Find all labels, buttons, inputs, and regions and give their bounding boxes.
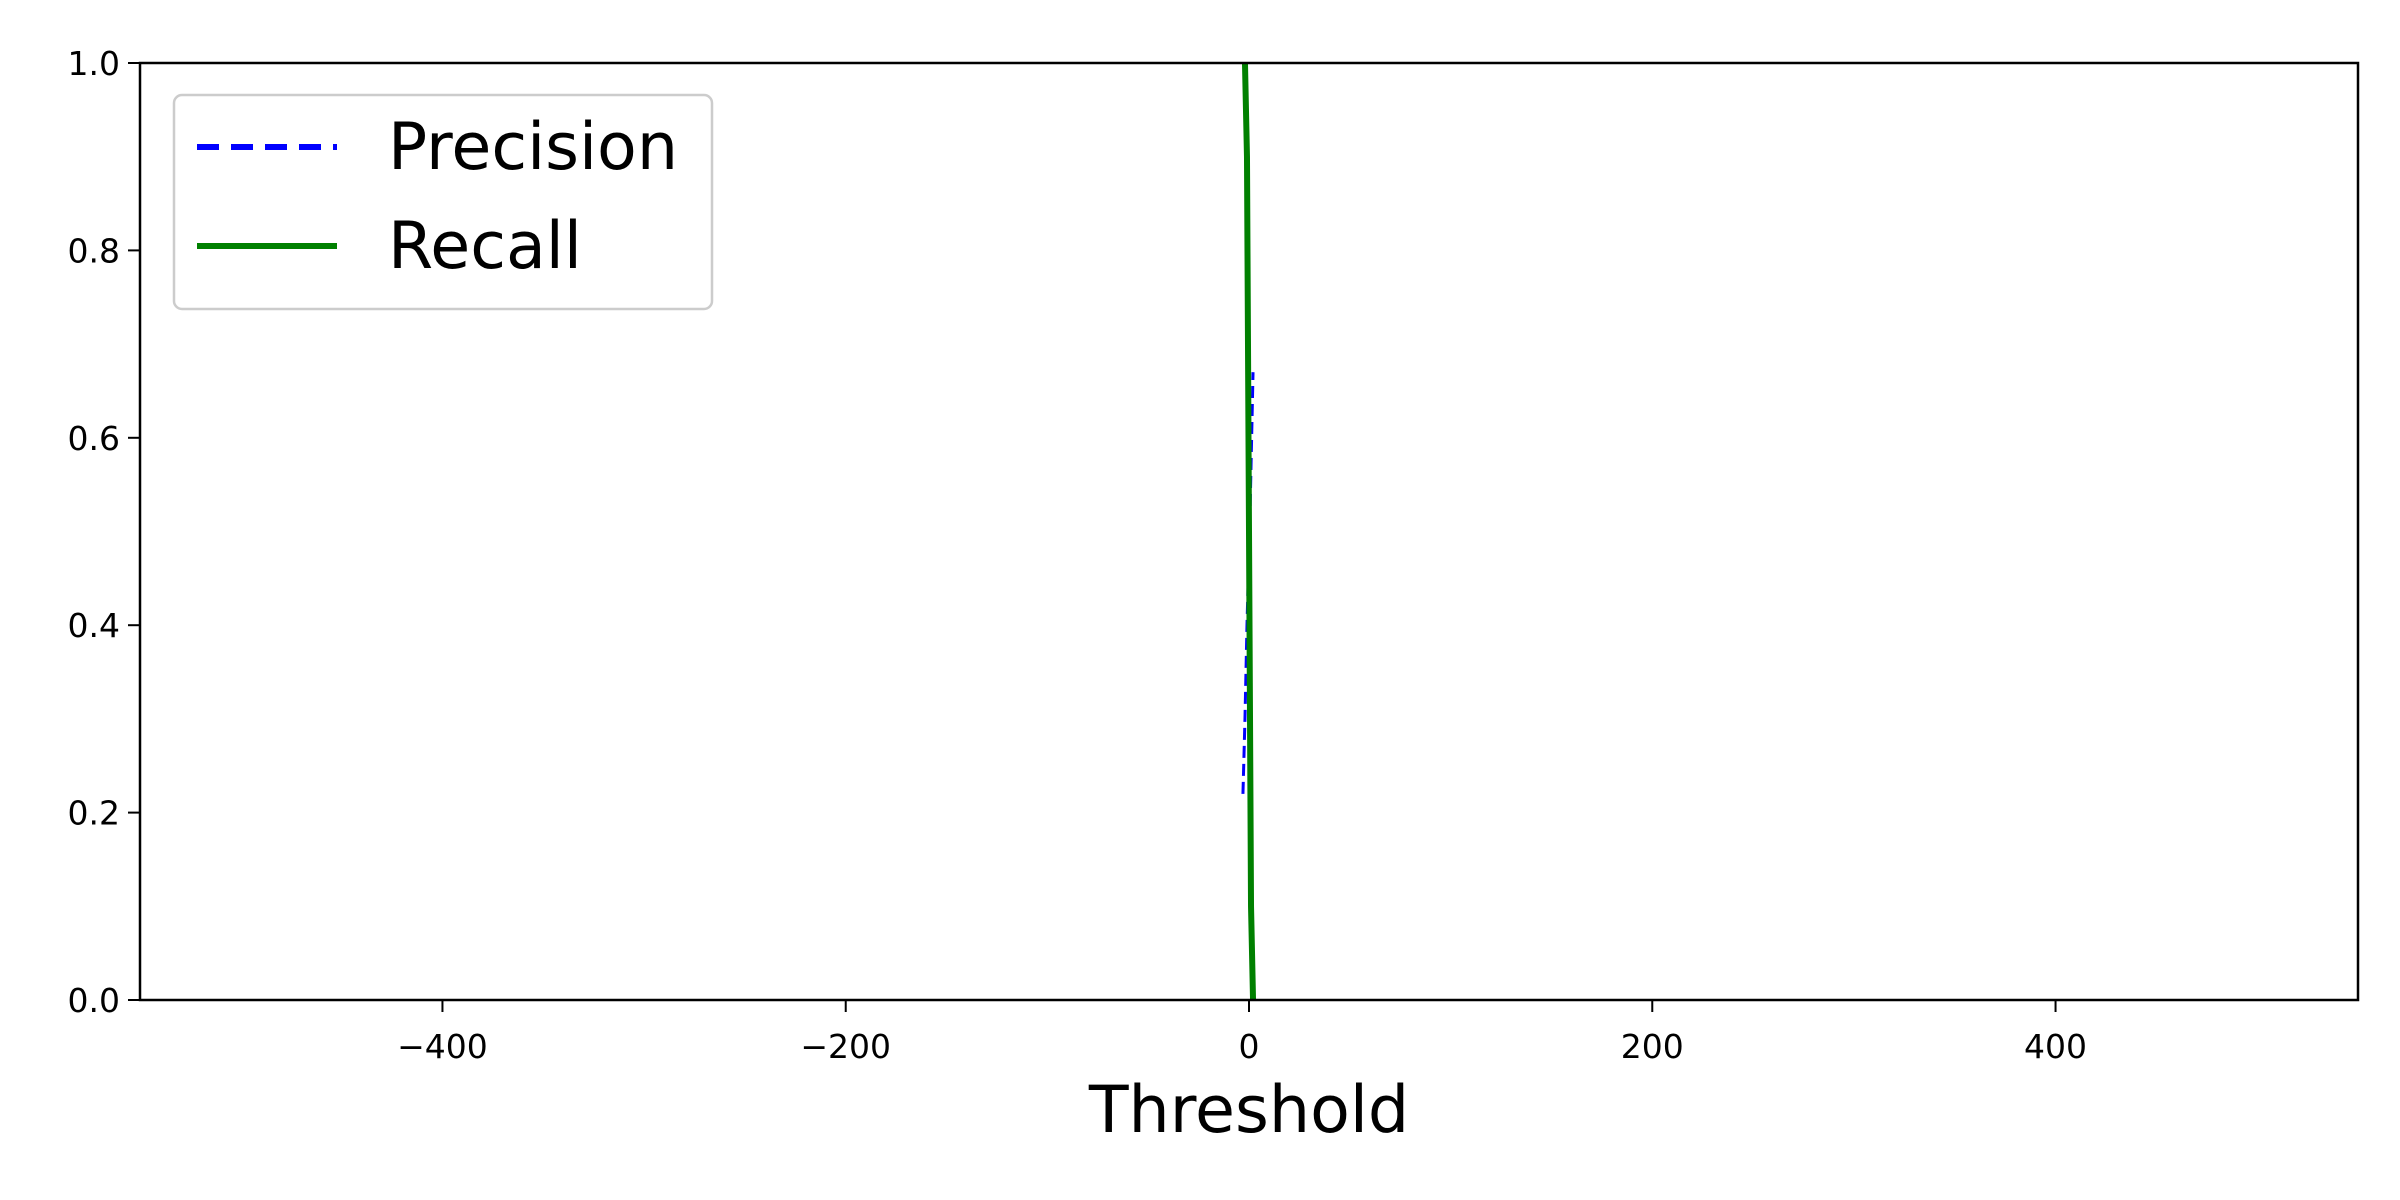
series-layer [1241,62,1257,1001]
series-line-recall [1241,62,1257,1001]
x-tick-label: 200 [1621,1027,1684,1066]
legend: Precision Recall [172,93,714,311]
y-tick-label: 0.6 [68,419,120,458]
legend-label-recall: Recall [388,209,582,284]
x-tick-label: 400 [2024,1027,2087,1066]
y-tick-label: 0.0 [68,981,120,1020]
x-tick-label: −200 [800,1027,891,1066]
legend-label-precision: Precision [388,110,678,185]
y-tick-label: 0.8 [68,231,120,270]
x-tick-label: 0 [1239,1027,1260,1066]
x-axis: −400 −200 0 200 400 [397,1000,2087,1066]
x-axis-label: Threshold [1088,1073,1409,1148]
y-tick-label: 1.0 [68,44,120,83]
y-tick-label: 0.2 [68,794,120,833]
x-tick-label: −400 [397,1027,488,1066]
y-tick-label: 0.4 [68,606,120,645]
y-axis: 0.0 0.2 0.4 0.6 0.8 1.0 [68,44,140,1020]
